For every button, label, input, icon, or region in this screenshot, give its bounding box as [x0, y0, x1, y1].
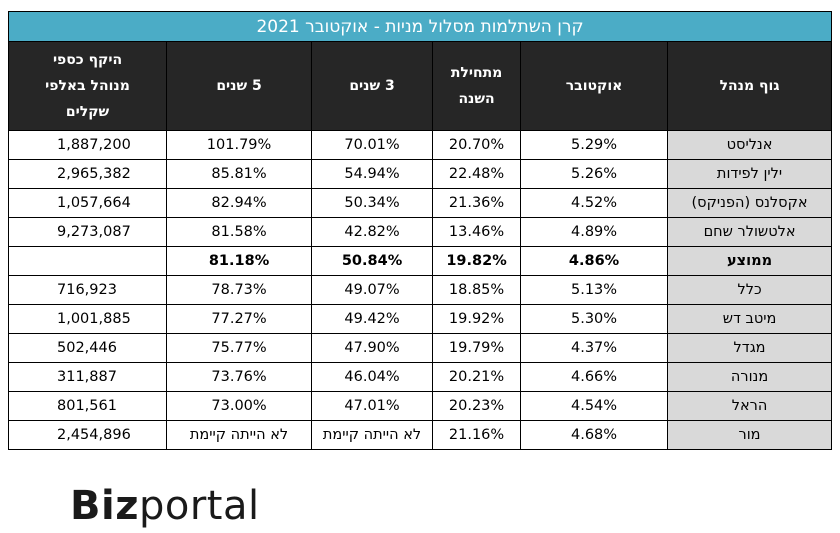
cell-october: 4.68% — [520, 420, 669, 450]
cell-manager: מגדל — [667, 333, 833, 363]
cell-3-years: 42.82% — [311, 217, 434, 247]
header-october: אוקטובר — [520, 41, 669, 131]
header-ytd: מתחילת השנה — [432, 41, 522, 131]
average-row: ממוצע 4.86% 19.82% 50.84% 81.18% — [7, 246, 833, 276]
cell-ytd: 18.85% — [432, 275, 522, 305]
cell-aum: 2,454,896 — [7, 420, 168, 450]
cell-october: 4.54% — [520, 391, 669, 421]
cell-aum: 311,887 — [7, 362, 168, 392]
cell-aum: 801,561 — [7, 391, 168, 421]
header-aum: היקף כספי מנוהל באלפי שקלים — [7, 41, 168, 131]
header-aum-line3: שקלים — [65, 104, 110, 120]
header-3-years: 3 שנים — [311, 41, 434, 131]
cell-5-years: 73.00% — [166, 391, 313, 421]
cell-ytd: 22.48% — [432, 159, 522, 189]
cell-manager: הראל — [667, 391, 833, 421]
cell-aum: 502,446 — [7, 333, 168, 363]
cell-5-years: 73.76% — [166, 362, 313, 392]
cell-3-years: לא הייתה קיימת — [311, 420, 434, 450]
cell-3-years: 49.42% — [311, 304, 434, 334]
cell-october: 5.29% — [520, 130, 669, 160]
cell-october: 4.52% — [520, 188, 669, 218]
cell-3-years: 50.34% — [311, 188, 434, 218]
bizportal-logo: Bizportal — [70, 483, 260, 529]
cell-ytd: 19.79% — [432, 333, 522, 363]
cell-3-years: 47.01% — [311, 391, 434, 421]
cell-ytd: 20.70% — [432, 130, 522, 160]
table-row: מגדל 4.37% 19.79% 47.90% 75.77% 502,446 — [7, 333, 833, 363]
table-row: מנורה 4.66% 20.21% 46.04% 73.76% 311,887 — [7, 362, 833, 392]
cell-aum: 716,923 — [7, 275, 168, 305]
returns-table: קרן השתלמות מסלול מניות - אוקטובר 2021 ג… — [7, 11, 833, 450]
cell-5-years: 77.27% — [166, 304, 313, 334]
cell-3-years: 54.94% — [311, 159, 434, 189]
cell-manager: ילין לפידות — [667, 159, 833, 189]
header-5-years: 5 שנים — [166, 41, 313, 131]
cell-5-years: 78.73% — [166, 275, 313, 305]
cell-ytd: 19.92% — [432, 304, 522, 334]
table-row: אלטשולר שחם 4.89% 13.46% 42.82% 81.58% 9,273,… — [7, 217, 833, 247]
header-manager: גוף מנהל — [667, 41, 833, 131]
cell-5-years: 82.94% — [166, 188, 313, 218]
logo-light-text: portal — [138, 483, 260, 529]
cell-manager: מיטב דש — [667, 304, 833, 334]
header-ytd-line2: השנה — [458, 91, 495, 107]
table-row: אנליסט 5.29% 20.70% 70.01% 101.79% 1,887,200 — [7, 130, 833, 160]
cell-aum: 1,887,200 — [7, 130, 168, 160]
table-row: הראל 4.54% 20.23% 47.01% 73.00% 801,561 — [7, 391, 833, 421]
cell-manager: אקסלנס (הפניקס) — [667, 188, 833, 218]
table-row: מיטב דש 5.30% 19.92% 49.42% 77.27% 1,001,885 — [7, 304, 833, 334]
header-aum-line2: מנוהל באלפי — [45, 78, 130, 94]
table-title: קרן השתלמות מסלול מניות - אוקטובר 2021 — [7, 11, 833, 42]
cell-5-years: 101.79% — [166, 130, 313, 160]
cell-october: 4.66% — [520, 362, 669, 392]
cell-ytd: 21.16% — [432, 420, 522, 450]
cell-manager: מור — [667, 420, 833, 450]
table-row: כלל 5.13% 18.85% 49.07% 78.73% 716,923 — [7, 275, 833, 305]
cell-october: 4.37% — [520, 333, 669, 363]
table-row: מור 4.68% 21.16% לא הייתה קיימת לא הייתה קיי… — [7, 420, 833, 450]
table-row: ילין לפידות 5.26% 22.48% 54.94% 85.81% 2,965,… — [7, 159, 833, 189]
cell-manager: ממוצע — [667, 246, 833, 276]
cell-manager: מנורה — [667, 362, 833, 392]
cell-5-years: 81.18% — [166, 246, 313, 276]
cell-5-years: 75.77% — [166, 333, 313, 363]
header-aum-line1: היקף כספי — [52, 52, 123, 68]
cell-october: 5.30% — [520, 304, 669, 334]
cell-manager: כלל — [667, 275, 833, 305]
cell-5-years: לא הייתה קיימת — [166, 420, 313, 450]
header-ytd-line1: מתחילת — [450, 65, 503, 81]
cell-aum: 1,057,664 — [7, 188, 168, 218]
cell-ytd: 20.23% — [432, 391, 522, 421]
table-title-row: קרן השתלמות מסלול מניות - אוקטובר 2021 — [7, 11, 833, 42]
cell-3-years: 50.84% — [311, 246, 434, 276]
cell-aum: 2,965,382 — [7, 159, 168, 189]
cell-ytd: 20.21% — [432, 362, 522, 392]
cell-ytd: 21.36% — [432, 188, 522, 218]
returns-table-container: קרן השתלמות מסלול מניות - אוקטובר 2021 ג… — [7, 11, 833, 450]
logo-bold-text: Biz — [70, 483, 139, 529]
cell-3-years: 46.04% — [311, 362, 434, 392]
cell-aum — [7, 246, 168, 276]
header-row: גוף מנהל אוקטובר מתחילת השנה 3 שנים 5 שני… — [7, 41, 833, 131]
cell-ytd: 13.46% — [432, 217, 522, 247]
cell-3-years: 47.90% — [311, 333, 434, 363]
cell-3-years: 49.07% — [311, 275, 434, 305]
cell-october: 4.89% — [520, 217, 669, 247]
table-body: אנליסט 5.29% 20.70% 70.01% 101.79% 1,887,200 י… — [7, 130, 833, 450]
cell-manager: אנליסט — [667, 130, 833, 160]
cell-manager: אלטשולר שחם — [667, 217, 833, 247]
cell-october: 4.86% — [520, 246, 669, 276]
cell-3-years: 70.01% — [311, 130, 434, 160]
cell-aum: 9,273,087 — [7, 217, 168, 247]
cell-october: 5.26% — [520, 159, 669, 189]
cell-5-years: 85.81% — [166, 159, 313, 189]
cell-october: 5.13% — [520, 275, 669, 305]
table-row: אקסלנס (הפניקס) 4.52% 21.36% 50.34% 82.94% 1,… — [7, 188, 833, 218]
cell-aum: 1,001,885 — [7, 304, 168, 334]
cell-5-years: 81.58% — [166, 217, 313, 247]
cell-ytd: 19.82% — [432, 246, 522, 276]
